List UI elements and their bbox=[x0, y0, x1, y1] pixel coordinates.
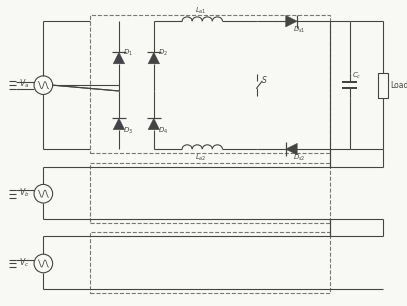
Text: $S$: $S$ bbox=[261, 74, 268, 85]
Bar bbox=[378, 73, 387, 98]
Text: $L_{a1}$: $L_{a1}$ bbox=[195, 6, 206, 16]
Polygon shape bbox=[148, 52, 160, 64]
Text: Load: Load bbox=[390, 81, 407, 90]
Polygon shape bbox=[286, 143, 297, 155]
Text: $V_c$: $V_c$ bbox=[19, 256, 29, 269]
Text: $V_a$: $V_a$ bbox=[19, 78, 29, 91]
Text: $D_2$: $D_2$ bbox=[158, 48, 168, 58]
Bar bbox=[90, 15, 330, 153]
Text: $D_{s1}$: $D_{s1}$ bbox=[293, 25, 306, 35]
Text: $D_1$: $D_1$ bbox=[123, 48, 133, 58]
Bar bbox=[90, 233, 330, 293]
Text: $V_b$: $V_b$ bbox=[19, 187, 29, 199]
Text: $D_4$: $D_4$ bbox=[158, 125, 168, 136]
Bar bbox=[90, 163, 330, 223]
Text: $D_3$: $D_3$ bbox=[123, 125, 133, 136]
Text: $C_c$: $C_c$ bbox=[352, 71, 362, 81]
Text: $D_{s2}$: $D_{s2}$ bbox=[293, 153, 306, 163]
Polygon shape bbox=[113, 52, 125, 64]
Polygon shape bbox=[148, 118, 160, 130]
Polygon shape bbox=[113, 118, 125, 130]
Text: $L_{a2}$: $L_{a2}$ bbox=[195, 153, 206, 163]
Polygon shape bbox=[286, 15, 297, 27]
